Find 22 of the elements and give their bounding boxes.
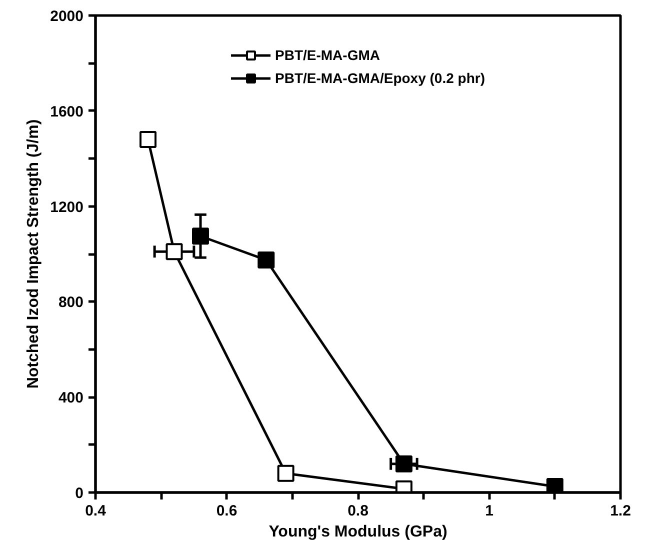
y-axis-title: Notched Izod Impact Strength (J/m): [25, 119, 42, 389]
point: [546, 478, 564, 492]
point: [395, 455, 412, 472]
y-tick-label: 800: [58, 294, 84, 312]
y-tick-label: 1200: [50, 198, 84, 216]
x-axis-title: Young's Modulus (GPa): [268, 524, 448, 540]
y-tick-label: 400: [58, 390, 84, 407]
x-tick-label: 0.8: [348, 502, 368, 520]
point: [277, 464, 294, 482]
x-tick-label: 0.4: [85, 502, 107, 520]
x-tick-label: 0.6: [216, 502, 238, 520]
y-tick-label: 2000: [50, 8, 84, 25]
point: [258, 251, 275, 268]
legend-label: PBT/E-MA-GMA: [274, 47, 380, 63]
x-tick-label: 1.2: [610, 502, 631, 520]
point: [140, 131, 156, 148]
legend-label: PBT/E-MA-GMA/Epoxy (0.2 phr): [274, 70, 486, 86]
point: [192, 228, 209, 245]
y-tick-label: 1600: [50, 103, 84, 120]
x-tick-label: 1: [485, 502, 494, 520]
point: [166, 243, 183, 260]
y-tick-label: 0: [75, 485, 84, 502]
